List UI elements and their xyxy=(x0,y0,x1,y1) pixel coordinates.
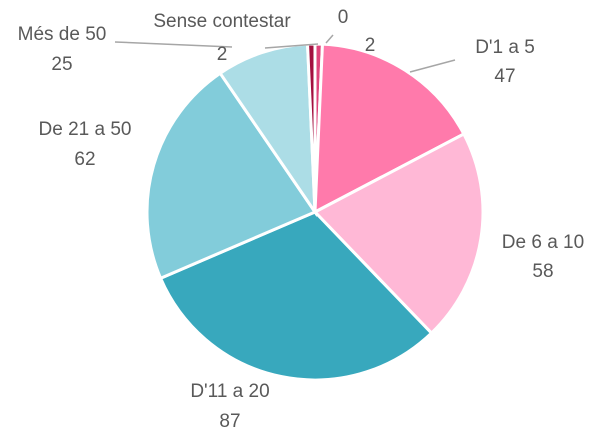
slice-value: 58 xyxy=(532,261,553,282)
leader-line xyxy=(114,41,233,48)
slice-value: 62 xyxy=(74,149,95,170)
slice-label: Sense contestar xyxy=(153,11,291,32)
slice-label: D'1 a 5 xyxy=(475,37,535,58)
slice-label: De 21 a 50 xyxy=(39,119,132,140)
pie-slice xyxy=(312,131,485,336)
slice-label: 0 xyxy=(338,7,349,28)
slice-label: De 6 a 10 xyxy=(502,232,584,253)
pie-slice xyxy=(145,71,318,281)
slice-label: Més de 50 xyxy=(18,24,107,45)
slice-value: 47 xyxy=(494,66,515,87)
slice-label: D'11 a 20 xyxy=(190,381,269,402)
slice-value: 25 xyxy=(51,54,72,75)
leader-line xyxy=(325,34,334,44)
slice-value: 2 xyxy=(217,44,228,65)
leader-line xyxy=(409,59,456,73)
leader-line xyxy=(264,43,319,49)
slice-value: 87 xyxy=(219,411,240,432)
pie-slice xyxy=(158,210,434,382)
slice-value: 2 xyxy=(365,35,376,56)
pie-slice xyxy=(313,42,466,215)
